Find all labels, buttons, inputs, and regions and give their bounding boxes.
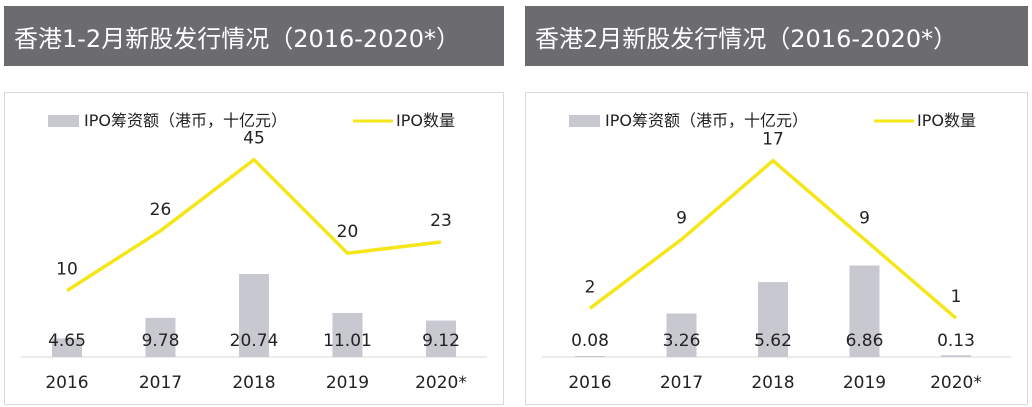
bar-2019 [332,312,363,357]
line-label-2017: 26 [150,200,172,220]
bar-2016 [575,355,605,357]
chart-title: 香港1-2月新股发行情况（2016-2020*） [4,6,504,66]
chart-svg: IPO筹资额（港币，十亿元） IPO数量 10 26 45 20 23 4.65 9.78 20.… [21,111,487,393]
legend-label-line: IPO数量 [917,111,976,130]
bar-label-2019: 6.86 [846,331,884,351]
legend-swatch-bar [569,115,600,127]
line-label-2016: 10 [56,260,78,280]
x-tick-label-2016: 2016 [45,373,88,393]
legend-swatch-bar [48,115,79,127]
x-tick-label-2019: 2019 [843,373,886,393]
x-tick-label-2017: 2017 [660,373,703,393]
chart-area: IPO筹资额（港币，十亿元） IPO数量 10 26 45 20 23 4.65 9.78 20.… [4,92,504,405]
chart-svg: IPO筹资额（港币，十亿元） IPO数量 2 9 17 9 1 0.08 3.26 5.62 6.8… [542,111,1011,393]
bar-label-2017: 9.78 [142,331,180,351]
line-label-2016: 2 [585,277,596,297]
x-tick-label-2016: 2016 [568,373,611,393]
line-series-ipo-count [588,158,958,320]
bar-label-2016: 4.65 [48,331,86,351]
line-label-2019: 20 [337,222,359,242]
bar-label-2017: 3.26 [663,331,701,351]
bar-2020* [941,355,971,357]
bar-2016 [52,338,82,357]
bar-label-2020*: 9.12 [422,331,460,351]
chart-legend: IPO筹资额（港币，十亿元） IPO数量 [569,111,976,130]
chart-panel-left: 香港1-2月新股发行情况（2016-2020*） IPO筹资额（港币，十亿元） I… [0,0,508,407]
line-series-ipo-count [66,157,442,293]
bar-label-2018: 5.62 [754,331,792,351]
bar-2017 [145,317,176,357]
bar-2020* [426,320,456,357]
line-label-2020*: 1 [951,287,962,307]
bar-2017 [666,313,697,357]
line-label-2020*: 23 [430,211,452,231]
bar-label-2019: 11.01 [323,331,372,351]
x-tick-label-2020*: 2020* [930,373,982,393]
chart-panel-right: 香港2月新股发行情况（2016-2020*） IPO筹资额（港币，十亿元） IPO… [521,0,1032,407]
bar-2018 [239,274,269,357]
line-label-2019: 9 [859,208,870,228]
x-tick-label-2017: 2017 [139,373,182,393]
x-tick-label-2019: 2019 [326,373,369,393]
line-label-2017: 9 [676,208,687,228]
legend-label-line: IPO数量 [396,111,455,130]
line-label-2018: 17 [762,130,784,150]
x-tick-label-2020*: 2020* [415,373,467,393]
bar-2018 [758,282,788,357]
bar-2019 [849,265,880,357]
bar-label-2016: 0.08 [571,331,609,351]
bar-label-2020*: 0.13 [937,331,975,351]
chart-area: IPO筹资额（港币，十亿元） IPO数量 2 9 17 9 1 0.08 3.26 5.62 6.8… [525,92,1028,405]
legend-label-bar: IPO筹资额（港币，十亿元） [605,111,808,130]
bar-label-2018: 20.74 [230,331,279,351]
x-tick-label-2018: 2018 [751,373,794,393]
chart-legend: IPO筹资额（港币，十亿元） IPO数量 [48,111,455,130]
line-label-2018: 45 [243,129,265,149]
x-tick-label-2018: 2018 [232,373,275,393]
chart-title: 香港2月新股发行情况（2016-2020*） [525,6,1028,66]
legend-label-bar: IPO筹资额（港币，十亿元） [84,111,287,130]
